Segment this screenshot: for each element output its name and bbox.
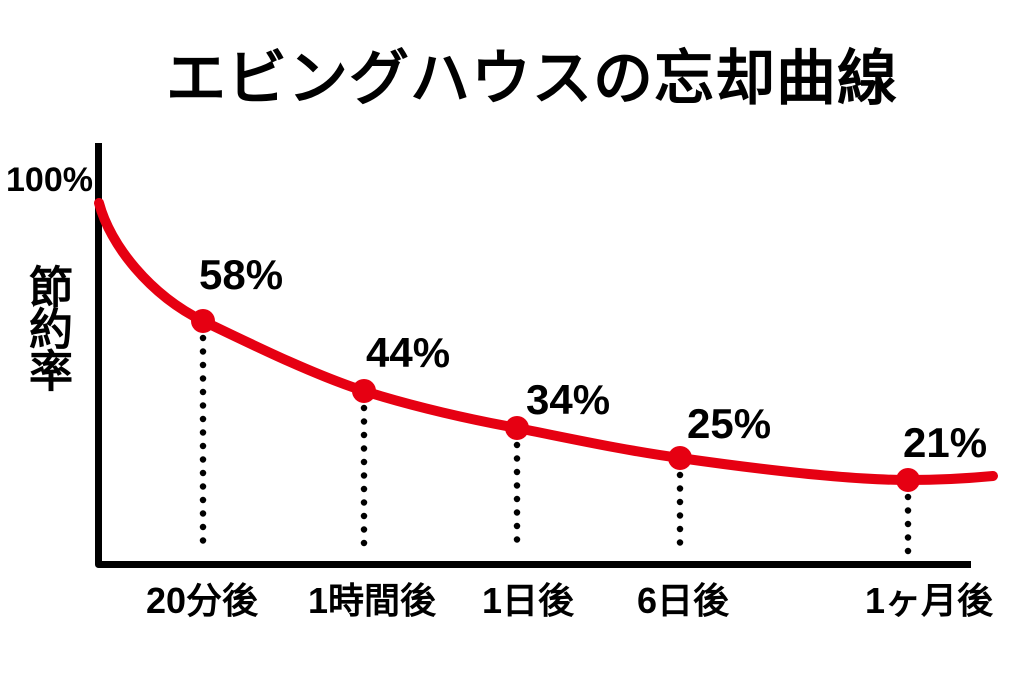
value-label-44: 44% [366, 329, 451, 376]
data-point-1hour [352, 379, 376, 403]
value-label-25: 25% [687, 400, 772, 447]
data-point-1month [896, 468, 920, 492]
x-tick-1month: 1ヶ月後 [864, 580, 994, 621]
data-point-1day [505, 416, 529, 440]
data-point-20min [191, 309, 215, 333]
data-point-6days [668, 446, 692, 470]
forgetting-curve-line [94, 198, 998, 485]
value-label-21: 21% [903, 419, 988, 466]
axis-lines [95, 143, 971, 568]
y-axis-label: 節約率 [22, 264, 71, 390]
value-label-58: 58% [199, 251, 284, 298]
x-tick-1day: 1日後 [481, 580, 575, 621]
x-tick-1hour: 1時間後 [307, 580, 437, 621]
y-axis-100-tick: 100% [6, 161, 93, 199]
x-tick-6days: 6日後 [636, 580, 730, 621]
x-tick-20min: 20分後 [145, 580, 259, 621]
value-label-34: 34% [526, 376, 611, 423]
chart-title: エビングハウスの忘却曲線 [166, 45, 898, 112]
